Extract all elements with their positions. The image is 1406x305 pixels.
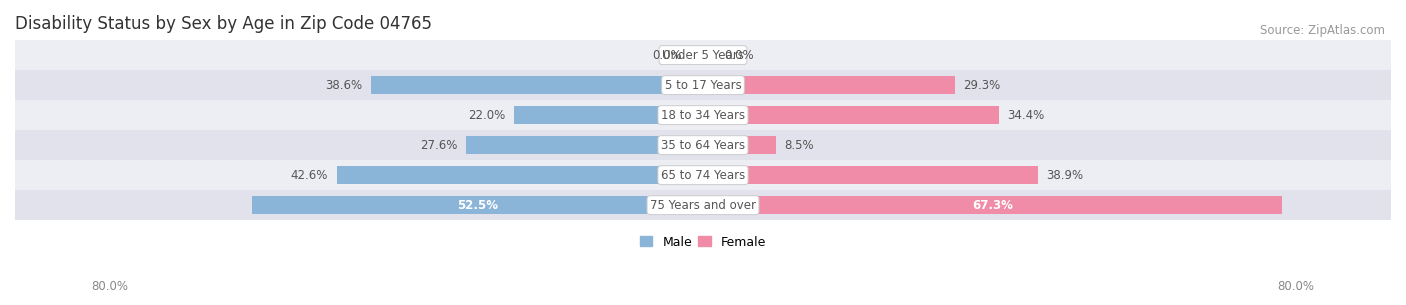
Bar bbox=[15, 130, 1391, 160]
Text: 38.9%: 38.9% bbox=[1046, 169, 1083, 182]
Bar bbox=[703, 136, 776, 154]
Text: 0.0%: 0.0% bbox=[652, 48, 682, 62]
Text: Source: ZipAtlas.com: Source: ZipAtlas.com bbox=[1260, 24, 1385, 38]
Bar bbox=[465, 136, 703, 154]
Text: Disability Status by Sex by Age in Zip Code 04765: Disability Status by Sex by Age in Zip C… bbox=[15, 15, 432, 33]
Bar bbox=[15, 100, 1391, 130]
Text: 29.3%: 29.3% bbox=[963, 79, 1001, 92]
Text: 80.0%: 80.0% bbox=[1278, 280, 1315, 293]
Text: 52.5%: 52.5% bbox=[457, 199, 498, 212]
Text: 80.0%: 80.0% bbox=[91, 280, 128, 293]
Text: 34.4%: 34.4% bbox=[1008, 109, 1045, 122]
Text: 18 to 34 Years: 18 to 34 Years bbox=[661, 109, 745, 122]
Bar bbox=[15, 40, 1391, 70]
Bar bbox=[703, 196, 1282, 214]
Bar bbox=[513, 106, 703, 124]
Text: 5 to 17 Years: 5 to 17 Years bbox=[665, 79, 741, 92]
Text: 67.3%: 67.3% bbox=[972, 199, 1012, 212]
Bar bbox=[15, 190, 1391, 220]
Bar bbox=[703, 76, 955, 95]
Text: 42.6%: 42.6% bbox=[291, 169, 328, 182]
Bar bbox=[703, 166, 1038, 185]
Legend: Male, Female: Male, Female bbox=[636, 231, 770, 253]
Bar bbox=[371, 76, 703, 95]
Text: Under 5 Years: Under 5 Years bbox=[662, 48, 744, 62]
Text: 27.6%: 27.6% bbox=[419, 139, 457, 152]
Text: 0.0%: 0.0% bbox=[724, 48, 754, 62]
Bar bbox=[15, 70, 1391, 100]
Text: 22.0%: 22.0% bbox=[468, 109, 505, 122]
Bar bbox=[703, 106, 998, 124]
Text: 38.6%: 38.6% bbox=[325, 79, 363, 92]
Text: 8.5%: 8.5% bbox=[785, 139, 814, 152]
Text: 75 Years and over: 75 Years and over bbox=[650, 199, 756, 212]
Bar bbox=[252, 196, 703, 214]
Bar bbox=[336, 166, 703, 185]
Text: 65 to 74 Years: 65 to 74 Years bbox=[661, 169, 745, 182]
Bar bbox=[15, 160, 1391, 190]
Text: 35 to 64 Years: 35 to 64 Years bbox=[661, 139, 745, 152]
